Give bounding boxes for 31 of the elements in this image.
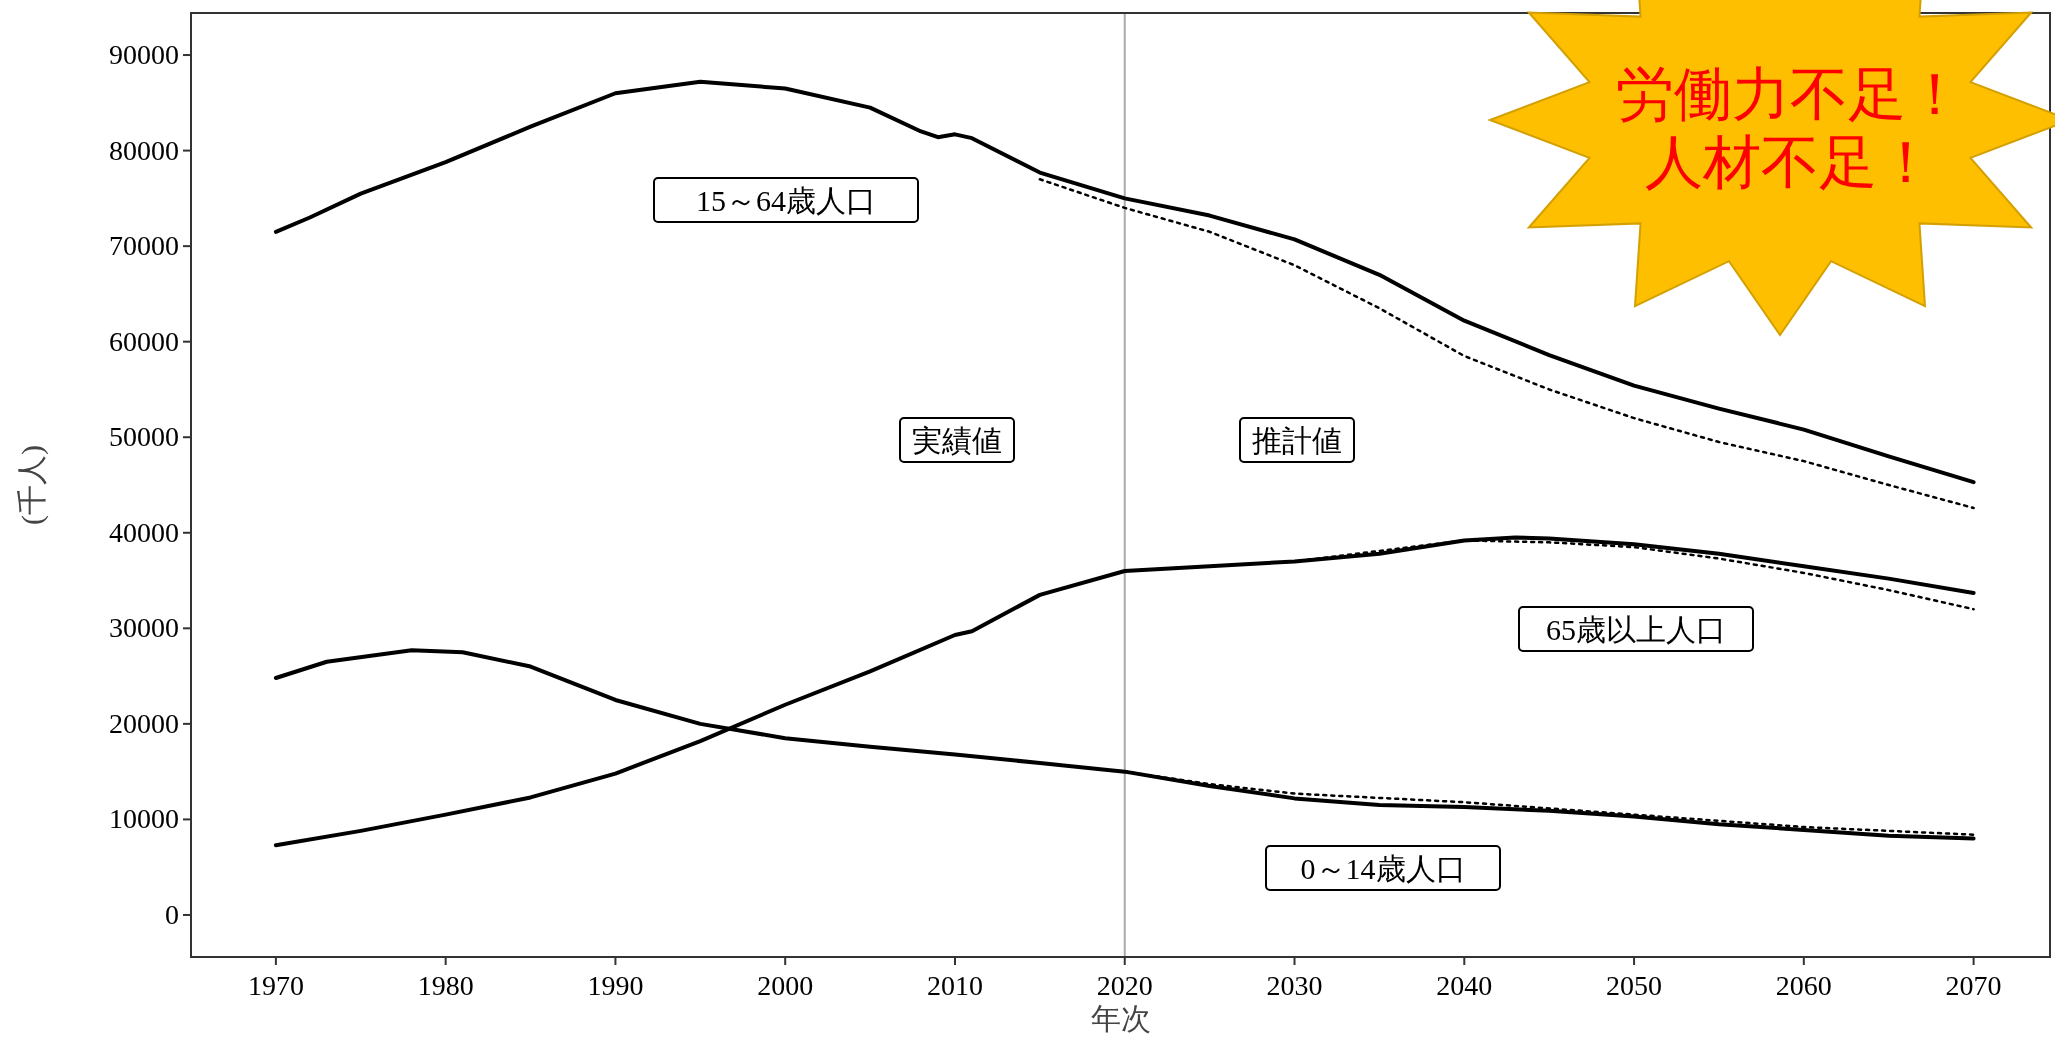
x-tick-label: 2070 <box>1945 970 2002 1001</box>
x-tick-label: 2060 <box>1775 970 1832 1001</box>
x-tick-label: 2000 <box>757 970 814 1001</box>
y-tick-label: 70000 <box>109 230 179 262</box>
y-tick-label: 0 <box>165 898 179 930</box>
annotation: 労働力不足！ <box>1616 60 1964 128</box>
x-tick-label: 1980 <box>417 970 474 1001</box>
y-tick-label: 40000 <box>109 516 179 548</box>
annotation: 実績値 <box>912 424 1002 457</box>
y-tick-label: 30000 <box>109 612 179 644</box>
y-tick-label: 10000 <box>109 803 179 835</box>
y-tick-label: 90000 <box>109 39 179 71</box>
x-tick-label: 2010 <box>926 970 983 1001</box>
x-tick-label: 1990 <box>587 970 644 1001</box>
x-tick-label: 2030 <box>1266 970 1323 1001</box>
x-tick-label: 1970 <box>247 970 304 1001</box>
line-series <box>273 535 1976 848</box>
y-axis-title: (千人) <box>15 445 49 525</box>
y-tick-label: 20000 <box>109 707 179 739</box>
annotation: 人材不足！ <box>1645 128 1935 196</box>
annotation: 65歳以上人口 <box>1546 613 1726 646</box>
x-tick-label: 2020 <box>1096 970 1153 1001</box>
annotation: 0～14歳人口 <box>1300 852 1466 885</box>
y-tick-label: 60000 <box>109 325 179 357</box>
annotation: 推計値 <box>1252 424 1342 457</box>
annotation: 15～64歳人口 <box>696 184 876 217</box>
y-tick-label: 80000 <box>109 134 179 166</box>
x-axis-title: 年次 <box>1090 1002 1151 1035</box>
y-tick-label: 50000 <box>109 421 179 453</box>
x-tick-label: 2040 <box>1436 970 1493 1001</box>
x-tick-label: 2050 <box>1606 970 1663 1001</box>
